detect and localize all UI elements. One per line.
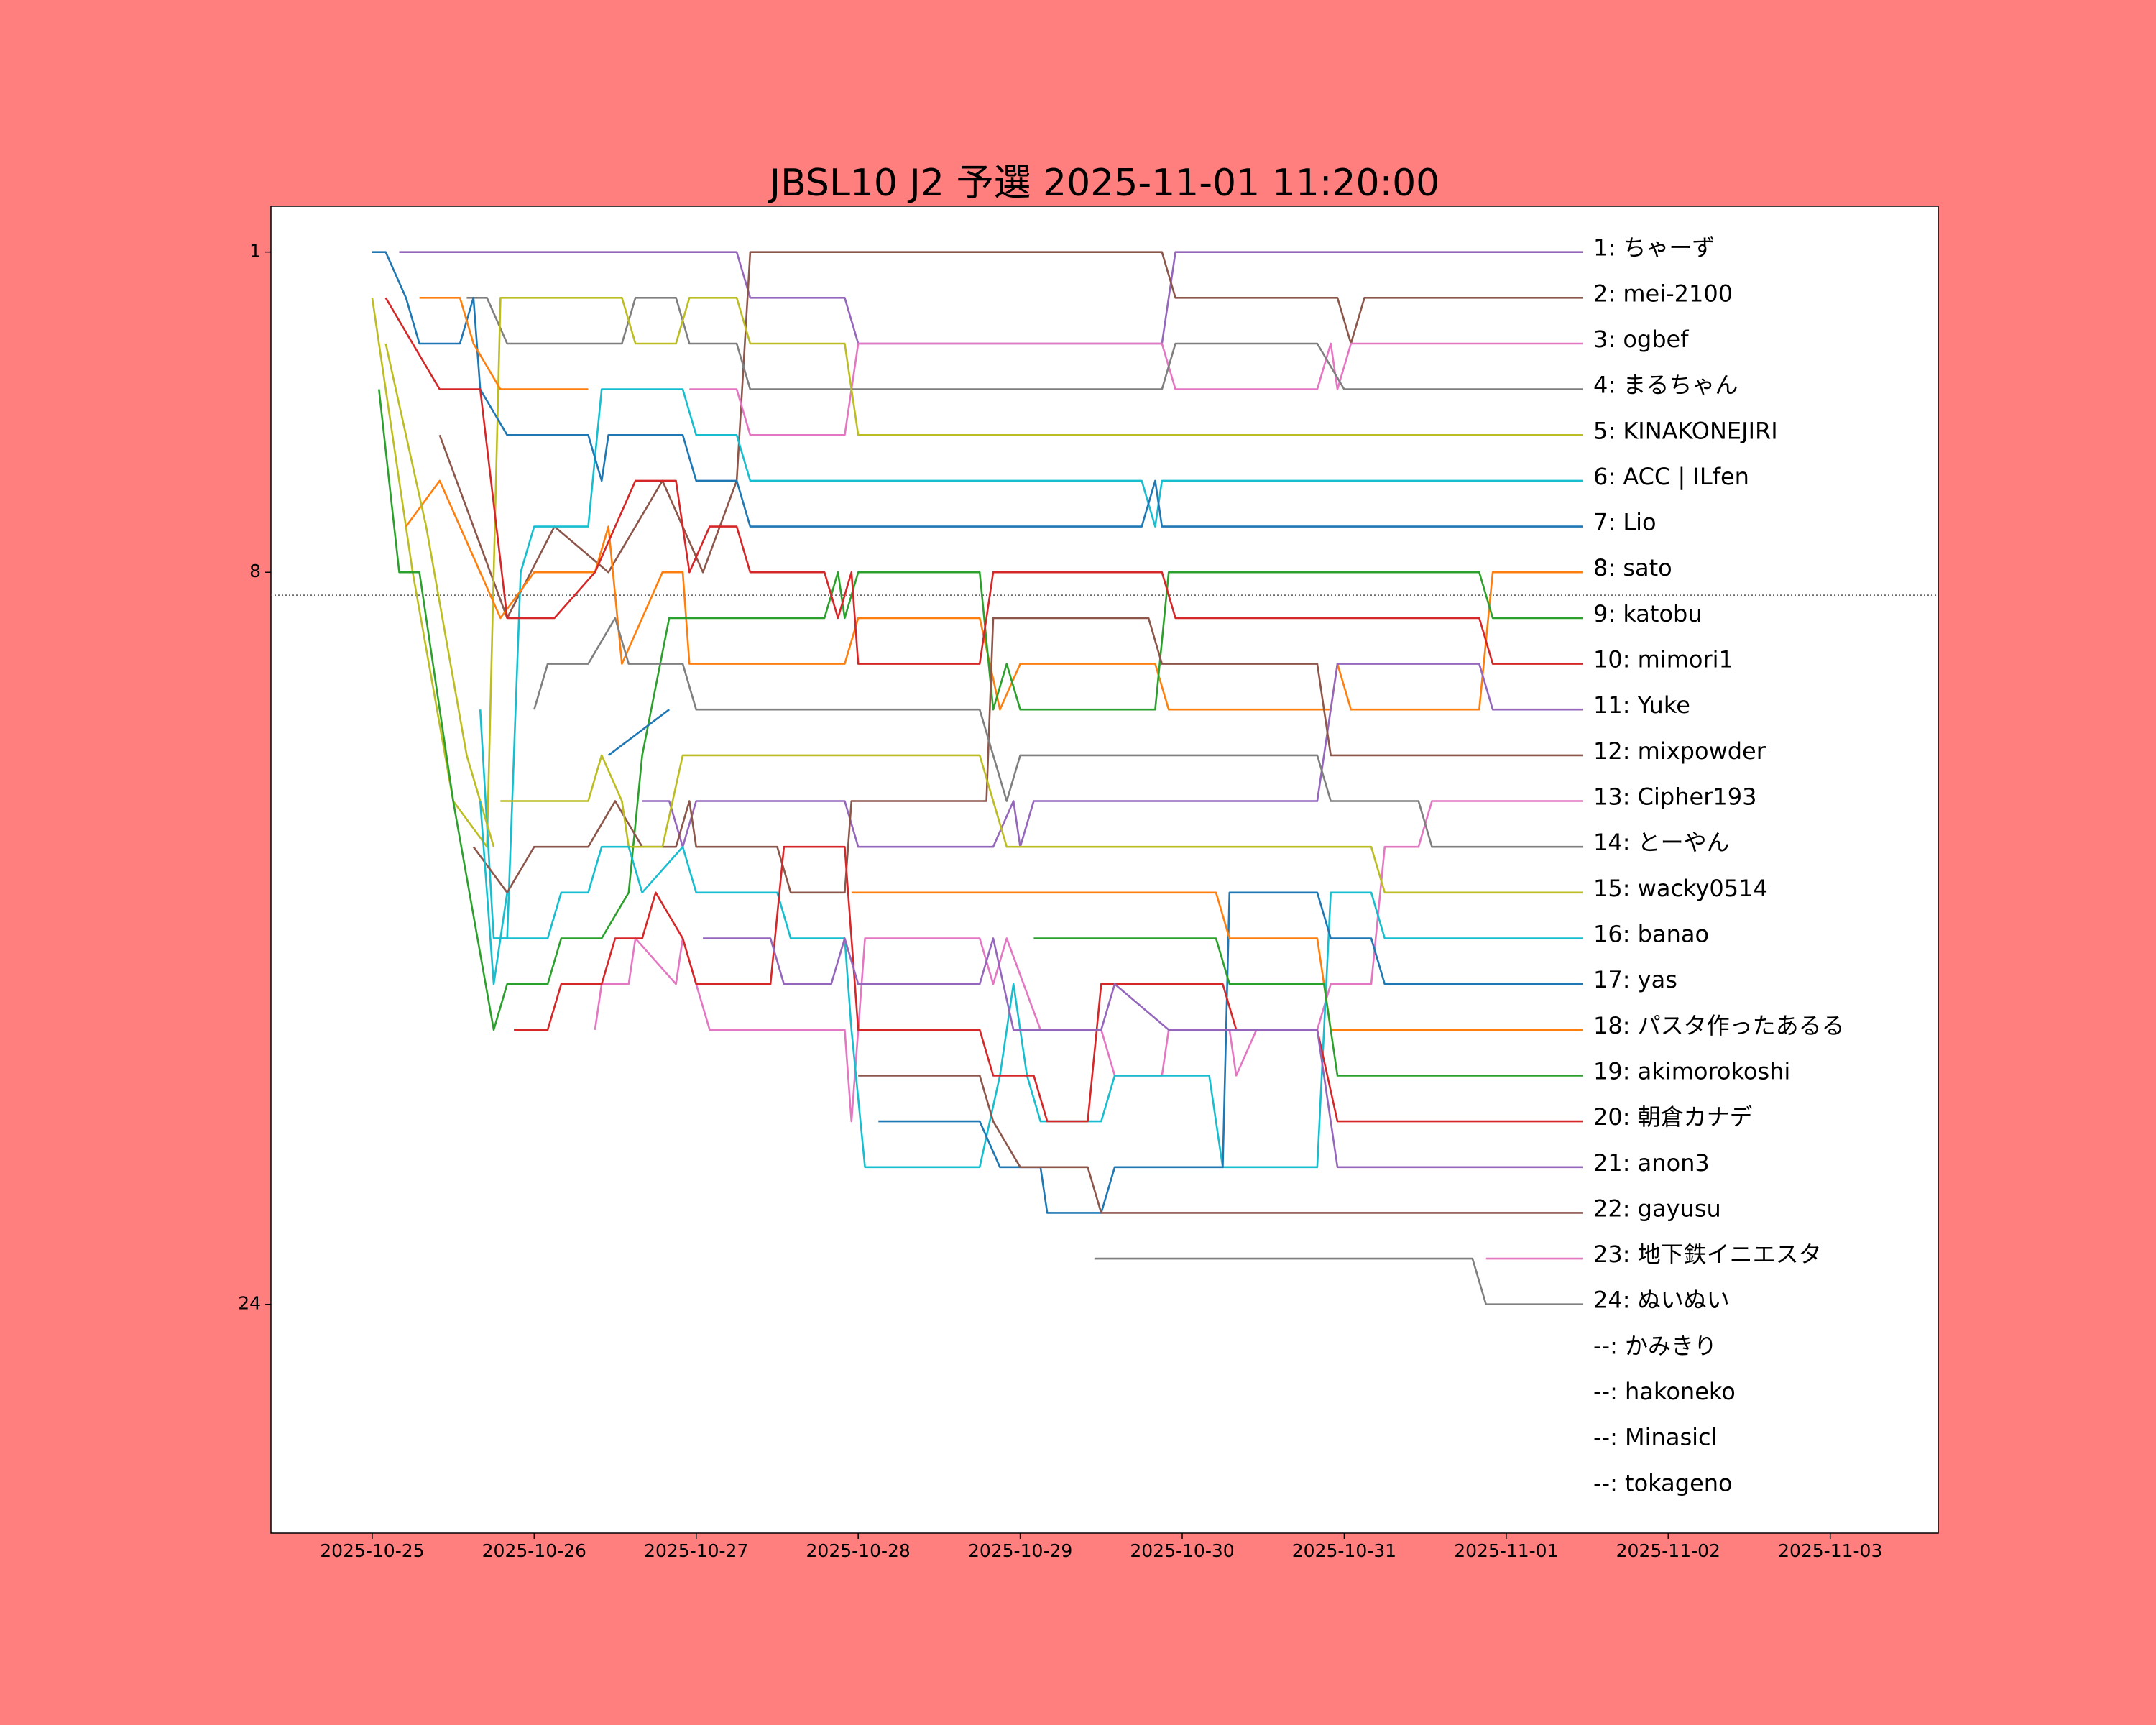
series-label: 6: ACC | ILfen — [1593, 463, 1749, 490]
series-label: 22: gayusu — [1593, 1195, 1721, 1222]
series-label: --: tokageno — [1593, 1469, 1733, 1496]
x-tick-label: 2025-10-25 — [320, 1540, 424, 1561]
x-tick-label: 2025-11-01 — [1454, 1540, 1558, 1561]
series-label: 17: yas — [1593, 966, 1677, 993]
series-label: 12: mixpowder — [1593, 737, 1766, 765]
series-line — [703, 937, 1583, 1169]
x-tick-label: 2025-10-29 — [968, 1540, 1072, 1561]
series-label: 19: akimorokoshi — [1593, 1057, 1790, 1085]
chart-title: JBSL10 J2 予選 2025-11-01 11:20:00 — [768, 162, 1440, 205]
series-label: 18: パスタ作ったあるる — [1593, 1012, 1845, 1039]
series-label: 7: Lio — [1593, 509, 1657, 536]
series-label: 5: KINAKONEJIRI — [1593, 417, 1778, 444]
y-tick-label: 24 — [238, 1293, 261, 1314]
series-line — [479, 801, 508, 985]
series-line — [419, 297, 589, 390]
x-tick-label: 2025-11-02 — [1616, 1540, 1720, 1561]
series-line — [607, 709, 670, 756]
series-label: 11: Yuke — [1593, 691, 1690, 719]
series-label: 10: mimori1 — [1593, 646, 1733, 673]
series-line — [466, 297, 1583, 390]
series-label: 9: katobu — [1593, 600, 1703, 627]
series-label: 16: banao — [1593, 920, 1709, 947]
series-label: 21: anon3 — [1593, 1149, 1710, 1177]
series-label: 1: ちゃーず — [1593, 234, 1715, 262]
series-label: 4: まるちゃん — [1593, 372, 1738, 399]
x-tick-label: 2025-10-28 — [806, 1540, 911, 1561]
series-line — [399, 251, 1583, 345]
y-tick-label: 8 — [249, 561, 261, 581]
x-tick-label: 2025-10-27 — [644, 1540, 748, 1561]
series-line — [494, 845, 1583, 1169]
series-label: 13: Cipher193 — [1593, 783, 1756, 811]
series-label: 2: mei-2100 — [1593, 280, 1733, 307]
series-line — [1033, 937, 1583, 1077]
series-line — [372, 251, 1583, 528]
series-label: 24: ぬいぬい — [1593, 1287, 1730, 1314]
series-line — [851, 891, 1583, 1031]
series-line — [384, 297, 1583, 665]
x-tick-label: 2025-10-26 — [482, 1540, 586, 1561]
series-line — [472, 617, 1583, 894]
series-line — [405, 479, 1583, 711]
series-line — [642, 663, 1583, 848]
series-label: 23: 地下鉄イニエスタ — [1593, 1241, 1822, 1268]
series-label: 20: 朝倉カナデ — [1593, 1103, 1753, 1131]
x-tick-label: 2025-10-31 — [1292, 1540, 1396, 1561]
series-label: 8: sato — [1593, 554, 1672, 581]
y-tick-label: 1 — [249, 241, 261, 262]
series-line — [378, 389, 1583, 1031]
series-line — [878, 891, 1583, 1214]
series-line — [514, 845, 1583, 1123]
series-line — [1094, 1257, 1583, 1305]
plot-area — [270, 206, 1939, 1534]
series-line — [533, 617, 1583, 848]
series-label: --: かみきり — [1593, 1332, 1717, 1359]
series-line — [500, 754, 1583, 894]
series-label: 3: ogbef — [1593, 326, 1689, 353]
series-line — [479, 388, 1583, 939]
x-tick-label: 2025-11-03 — [1778, 1540, 1882, 1561]
series-label: --: hakoneko — [1593, 1378, 1736, 1405]
x-tick-label: 2025-10-30 — [1130, 1540, 1234, 1561]
series-line — [371, 297, 1583, 848]
series-label: 14: とーやん — [1593, 829, 1730, 856]
series-label: 15: wacky0514 — [1593, 875, 1768, 902]
series-line — [858, 1075, 1583, 1214]
series-label: --: Minasicl — [1593, 1424, 1717, 1451]
